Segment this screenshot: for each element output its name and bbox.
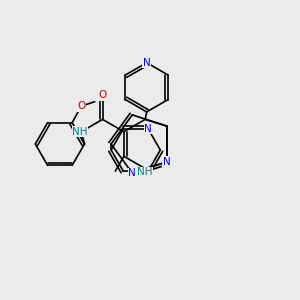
- Text: N: N: [143, 58, 151, 68]
- Text: O: O: [98, 90, 107, 100]
- Text: O: O: [77, 101, 85, 111]
- Text: N: N: [144, 124, 152, 134]
- Text: N: N: [128, 168, 136, 178]
- Text: NH: NH: [72, 127, 88, 137]
- Text: NH: NH: [137, 167, 153, 177]
- Text: N: N: [163, 157, 170, 167]
